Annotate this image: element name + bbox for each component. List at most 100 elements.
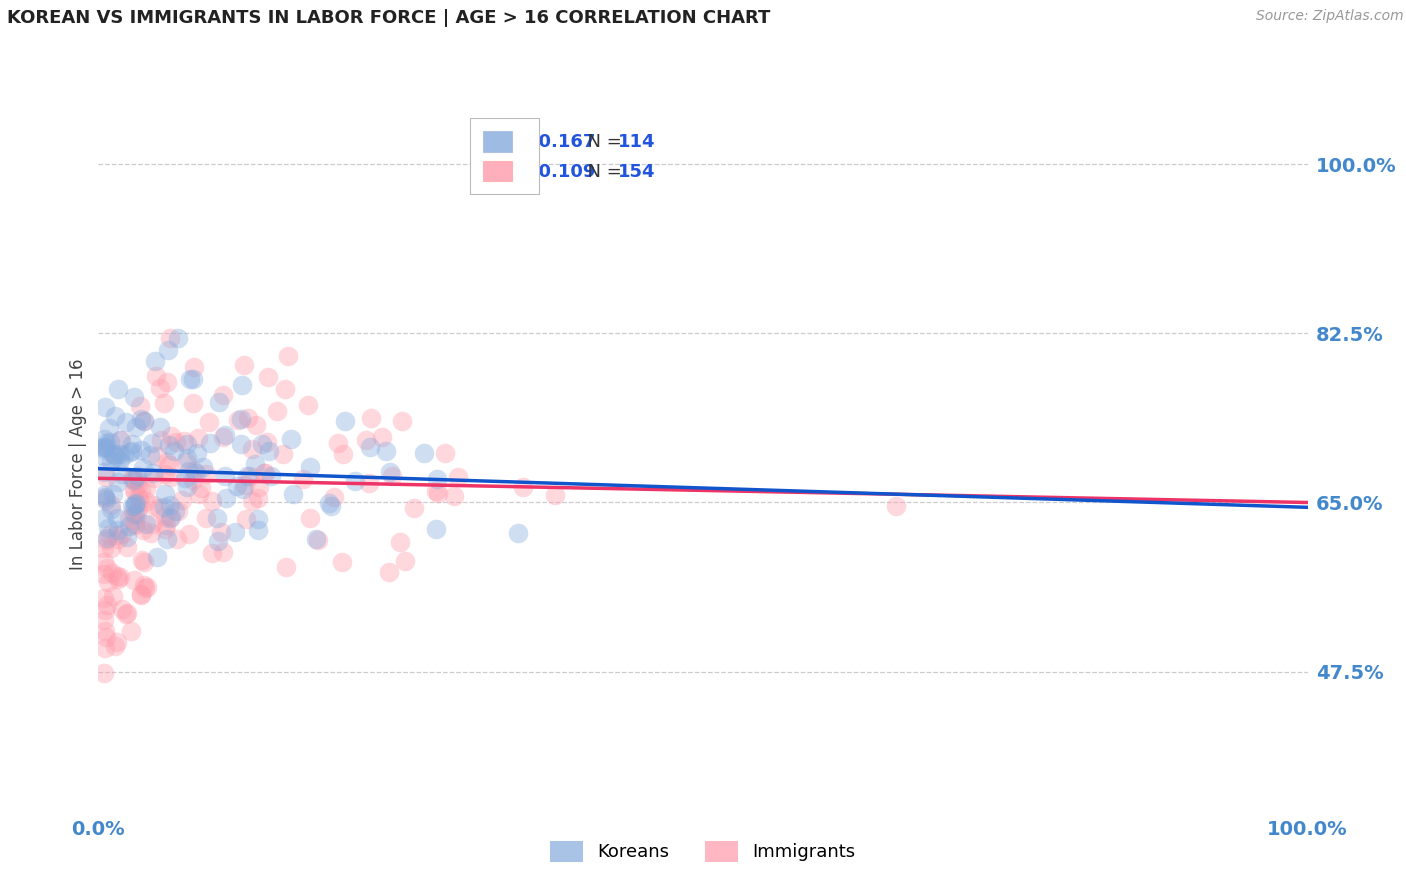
Point (176, 437, 198, 451)
Point (157, 343, 180, 357)
Point (239, 468, 262, 483)
Point (141, 517, 163, 532)
Point (121, 499, 143, 513)
Point (512, 480, 534, 494)
Point (181, 473, 204, 487)
Point (129, 495, 152, 509)
Point (181, 395, 204, 409)
Point (93, 432, 115, 446)
Point (179, 372, 201, 386)
Point (318, 496, 340, 510)
Point (280, 432, 302, 446)
Point (274, 559, 297, 574)
Point (108, 452, 131, 467)
Point (319, 499, 342, 513)
Point (127, 478, 149, 492)
Point (333, 414, 356, 428)
Point (93, 491, 115, 506)
Point (93, 613, 115, 627)
Point (155, 518, 177, 533)
Point (359, 440, 381, 454)
Point (93, 666, 115, 681)
Point (298, 511, 321, 525)
Point (121, 506, 143, 520)
Point (360, 411, 382, 425)
Point (138, 448, 160, 462)
Point (354, 433, 377, 447)
Point (104, 528, 127, 542)
Point (236, 468, 259, 483)
Point (132, 414, 155, 428)
Point (141, 435, 163, 450)
Point (107, 382, 129, 396)
Point (413, 446, 436, 460)
Point (127, 468, 149, 483)
Point (247, 491, 270, 505)
Point (211, 524, 233, 539)
Point (359, 476, 381, 491)
Point (93, 566, 115, 581)
Point (98, 435, 121, 450)
Point (93, 511, 115, 525)
Point (142, 498, 165, 512)
Point (274, 382, 297, 396)
Point (146, 550, 169, 565)
Point (249, 480, 271, 494)
Y-axis label: In Labor Force | Age > 16: In Labor Force | Age > 16 (69, 358, 87, 570)
Point (194, 467, 217, 481)
Point (117, 530, 139, 544)
Point (93, 591, 115, 605)
Point (159, 511, 181, 525)
Point (108, 433, 131, 447)
Text: -0.109: -0.109 (531, 162, 596, 180)
Point (163, 444, 186, 458)
Point (110, 467, 132, 481)
Point (94, 400, 117, 414)
Point (118, 519, 141, 533)
Point (211, 545, 233, 559)
Point (107, 523, 129, 537)
Point (157, 458, 180, 472)
Point (93, 465, 115, 479)
Point (425, 483, 447, 498)
Point (121, 437, 143, 451)
Point (236, 411, 259, 425)
Point (101, 566, 124, 581)
Point (207, 534, 229, 549)
Point (94, 490, 117, 504)
Point (134, 581, 156, 595)
Point (132, 524, 155, 538)
Text: 114: 114 (619, 134, 655, 152)
Point (104, 448, 127, 462)
Point (253, 466, 276, 480)
Point (101, 446, 124, 460)
Point (506, 526, 529, 541)
Point (240, 442, 263, 457)
Point (332, 447, 354, 461)
Point (447, 469, 470, 483)
Point (93, 440, 115, 454)
Point (186, 466, 208, 480)
Point (186, 446, 208, 460)
Point (124, 500, 146, 514)
Text: N =: N = (576, 162, 627, 180)
Point (93, 555, 115, 569)
Point (104, 639, 127, 653)
Point (247, 511, 270, 525)
Point (214, 469, 236, 483)
Point (388, 535, 411, 549)
Point (115, 606, 138, 620)
Point (240, 494, 263, 508)
Point (124, 573, 146, 587)
Point (149, 381, 172, 395)
Point (181, 372, 204, 386)
Point (153, 467, 176, 481)
Point (129, 589, 152, 603)
Point (250, 437, 273, 451)
Point (97, 521, 120, 535)
Point (135, 494, 157, 508)
Text: R =: R = (488, 162, 527, 180)
Point (127, 490, 149, 504)
Point (212, 388, 235, 402)
Point (98, 420, 121, 434)
